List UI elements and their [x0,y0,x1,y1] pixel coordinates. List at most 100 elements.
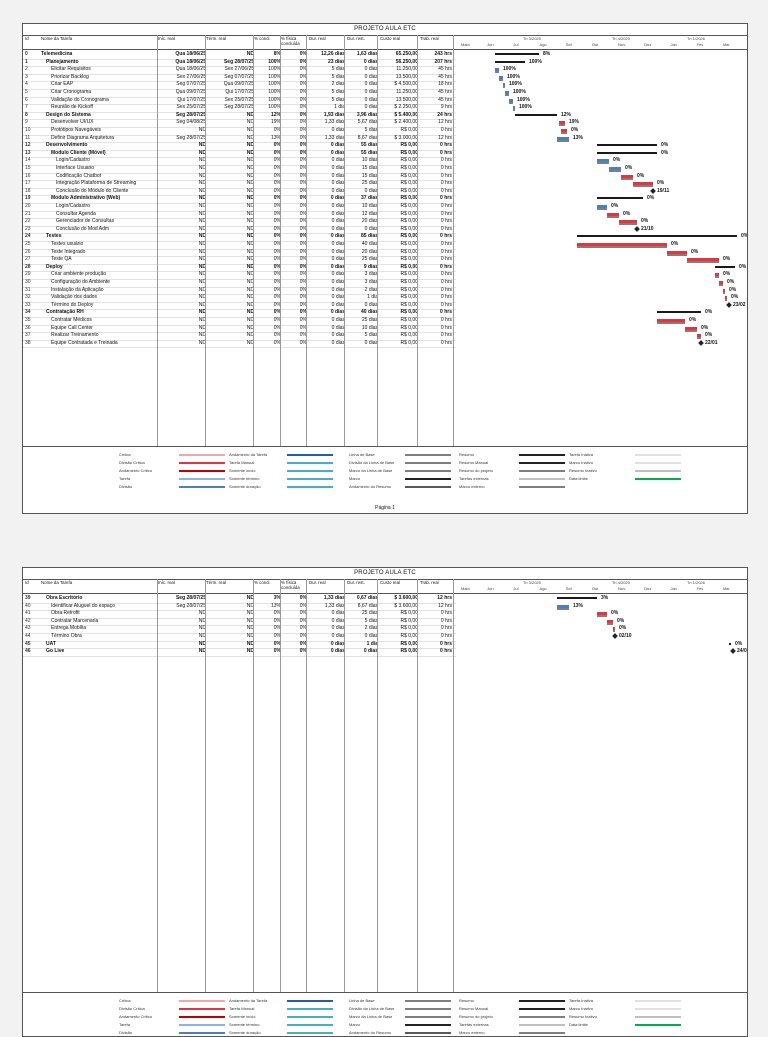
table-row[interactable]: 1 Planejamento Qua 18/06/25 Seg 28/07/25 100… [23,59,456,68]
table-row[interactable]: 0 Telemedicina Qua 18/06/25 ND 8% 0% 12,26 dia… [23,51,456,60]
critical-task-bar[interactable] [613,627,615,631]
milestone-marker[interactable] [612,633,618,639]
table-row[interactable]: 45 UAT ND ND 0% 0% 0 dias 1 dia R$ 0,00 0 hrs [23,641,456,650]
table-row[interactable]: 2 Elicitar Requisitos Qua 18/06/25 Sex 27/0… [23,66,456,75]
task-bar[interactable] [597,205,607,208]
table-row[interactable]: 9 Desenvolver UI/UX Seg 04/08/25 ND 19% 0% 1,3… [23,119,456,128]
critical-task-bar[interactable] [607,212,619,216]
task-percent: 3% [273,595,281,601]
summary-bar[interactable] [597,197,643,200]
table-row[interactable]: 38 Equipe Contratada e Treinada ND ND 0% 0% 0 … [23,340,456,349]
critical-task-bar[interactable] [719,281,723,284]
summary-bar[interactable] [557,597,597,599]
table-row[interactable]: 36 Equipe Call Center ND ND 0% 0% 0 dias 10 dia… [23,325,456,334]
table-row[interactable]: 4 Criar EAP Seg 07/07/25 Qua 09/07/25 100% 0%… [23,81,456,90]
milestone-marker[interactable] [650,187,656,194]
task-bar[interactable] [495,68,499,72]
table-row[interactable]: 18 Conclusão do Módulo do Cliente ND ND 0% 0%… [23,188,456,197]
table-row[interactable]: 24 Testes ND ND 0% 0% 0 dias 85 dias R$ 0,00 0 hr… [23,233,456,242]
milestone-marker[interactable] [726,301,732,308]
table-row[interactable]: 12 Desenvolvimento ND ND 0% 0% 0 dias 55 dias R$… [23,142,456,151]
task-id: 35 [25,317,31,323]
summary-bar[interactable] [657,311,701,314]
critical-task-bar[interactable] [559,121,565,125]
table-row[interactable]: 11 Definir Diagrama Arquitetura Seg 28/07/… [23,135,456,144]
summary-bar[interactable] [515,113,557,116]
task-bar[interactable] [597,159,609,163]
critical-task-bar[interactable] [667,250,687,254]
critical-task-bar[interactable] [685,326,697,330]
task-bar[interactable] [503,83,505,87]
table-row[interactable]: 44 Término Obra ND ND 0% 0% 0 dias 0 dias R$ 0,0… [23,633,456,642]
task-bar[interactable] [513,106,515,110]
critical-task-bar[interactable] [619,220,637,224]
table-row[interactable]: 29 Criar ambiente produção ND ND 0% 0% 0 dias 3… [23,271,456,280]
summary-bar[interactable] [495,53,539,55]
table-row[interactable]: 39 Obra Escritório Seg 28/07/25 ND 3% 0% 1,33 … [23,595,456,604]
critical-task-bar[interactable] [657,319,685,322]
table-row[interactable]: 35 Contratar Médicos ND ND 0% 0% 0 dias 25 dias… [23,317,456,326]
table-row[interactable]: 31 Instalação da Aplicação ND ND 0% 0% 0 dias 2… [23,287,456,296]
table-row[interactable]: 37 Realizar Treinamento ND ND 0% 0% 0 dias 5 di… [23,332,456,341]
legend-swatch [635,462,681,464]
summary-bar[interactable] [715,265,735,268]
table-row[interactable]: 30 Configuração do Ambiente ND ND 0% 0% 0 dias… [23,279,456,288]
task-bar[interactable] [557,136,569,140]
critical-task-bar[interactable] [561,129,567,132]
table-row[interactable]: 41 Obra Retrofit ND ND 0% 0% 0 dias 25 dias R$ 0… [23,610,456,619]
table-row[interactable]: 17 Integração Plataforma de Streaming ND ND… [23,180,456,189]
table-row[interactable]: 42 Contratar Marcenaria ND ND 0% 0% 0 dias 5 di… [23,618,456,627]
table-row[interactable]: 28 Deploy ND ND 0% 0% 0 dias 9 dias R$ 0,00 0 hrs [23,264,456,273]
critical-task-bar[interactable] [597,612,607,616]
table-row[interactable]: 40 Identificar Aluguel do espaço Seg 28/07… [23,603,456,612]
table-row[interactable]: 13 Modulo Cliente (Móvel) ND ND 0% 0% 0 dias 55… [23,150,456,159]
table-row[interactable]: 46 Go Live ND ND 0% 0% 0 dias 0 dias R$ 0,00 0 hr… [23,648,456,657]
task-end: ND [246,317,254,323]
critical-task-bar[interactable] [723,288,725,292]
task-bar[interactable] [557,604,569,608]
summary-bar[interactable] [495,60,525,63]
table-row[interactable]: 33 Término do Deploy ND ND 0% 0% 0 dias 0 dias R… [23,302,456,311]
table-row[interactable]: 26 Teste Integrado ND ND 0% 0% 0 dias 20 dias R$… [23,249,456,258]
table-row[interactable]: 20 Login/Cadastro ND ND 0% 0% 0 dias 10 dias R$ … [23,203,456,212]
table-row[interactable]: 32 Validação dos dados ND ND 0% 0% 0 dias 1 dia… [23,294,456,303]
table-row[interactable]: 10 Protótipos Navegáveis ND ND 0% 0% 0 dias 5 d… [23,127,456,136]
table-row[interactable]: 16 Codificação Chatbot ND ND 0% 0% 0 dias 15 di… [23,173,456,182]
table-row[interactable]: 21 Consultar Agenda ND ND 0% 0% 0 dias 12 dias R… [23,211,456,220]
critical-task-bar[interactable] [607,619,613,623]
critical-task-bar[interactable] [715,273,719,277]
table-row[interactable]: 43 Entrega Mobília ND ND 0% 0% 0 dias 2 dias R$ … [23,625,456,634]
table-row[interactable]: 22 Gerenciador de Consultas ND ND 0% 0% 0 dias… [23,218,456,227]
critical-task-bar[interactable] [725,296,727,300]
task-bar[interactable] [509,98,513,102]
task-start: ND [198,248,206,255]
table-row[interactable]: 34 Contratação RH ND ND 0% 0% 0 dias 40 dias R$ … [23,309,456,318]
table-row[interactable]: 19 Modulo Administrativo (Web) ND ND 0% 0% 0 d… [23,195,456,204]
table-row[interactable]: 8 Design do Sistema Seg 28/07/25 ND 12% 0% 1,9… [23,112,456,121]
milestone-marker[interactable] [730,648,736,655]
critical-task-bar[interactable] [621,174,633,178]
summary-bar[interactable] [597,144,657,147]
summary-bar[interactable] [729,642,731,645]
milestone-marker[interactable] [698,339,704,346]
critical-task-bar[interactable] [577,243,667,246]
table-row[interactable]: 3 Priorizar Backlog Sex 27/06/25 Seg 07/07/… [23,74,456,83]
table-row[interactable]: 7 Reunião de Kickoff Sex 25/07/25 Seg 28/07… [23,104,456,113]
table-row[interactable]: 14 Login/Cadastro ND ND 0% 0% 0 dias 10 dias R$ … [23,157,456,166]
task-bar[interactable] [505,91,509,94]
critical-task-bar[interactable] [697,334,701,338]
task-bar[interactable] [499,75,503,79]
table-row[interactable]: 23 Conclusão do Mod Adm ND ND 0% 0% 0 dias 0 di… [23,226,456,235]
critical-task-bar[interactable] [687,258,719,262]
task-bar[interactable] [609,167,621,170]
table-row[interactable]: 25 Testes usuário ND ND 0% 0% 0 dias 40 dias R$ … [23,241,456,250]
table-row[interactable]: 27 Teste QA ND ND 0% 0% 0 dias 25 dias R$ 0,00 0 … [23,256,456,265]
table-row[interactable]: 6 Validação do Cronograma Qui 17/07/25 Sex … [23,97,456,106]
critical-task-bar[interactable] [633,182,653,186]
task-remaining: 0 dias [364,73,378,80]
summary-bar[interactable] [597,151,657,154]
summary-bar[interactable] [577,235,737,238]
table-row[interactable]: 5 Criar Cronograma Qua 09/07/25 Qui 17/07/2… [23,89,456,98]
milestone-marker[interactable] [634,225,640,232]
table-row[interactable]: 15 Interface Usuario ND ND 0% 0% 0 dias 15 dias… [23,165,456,174]
